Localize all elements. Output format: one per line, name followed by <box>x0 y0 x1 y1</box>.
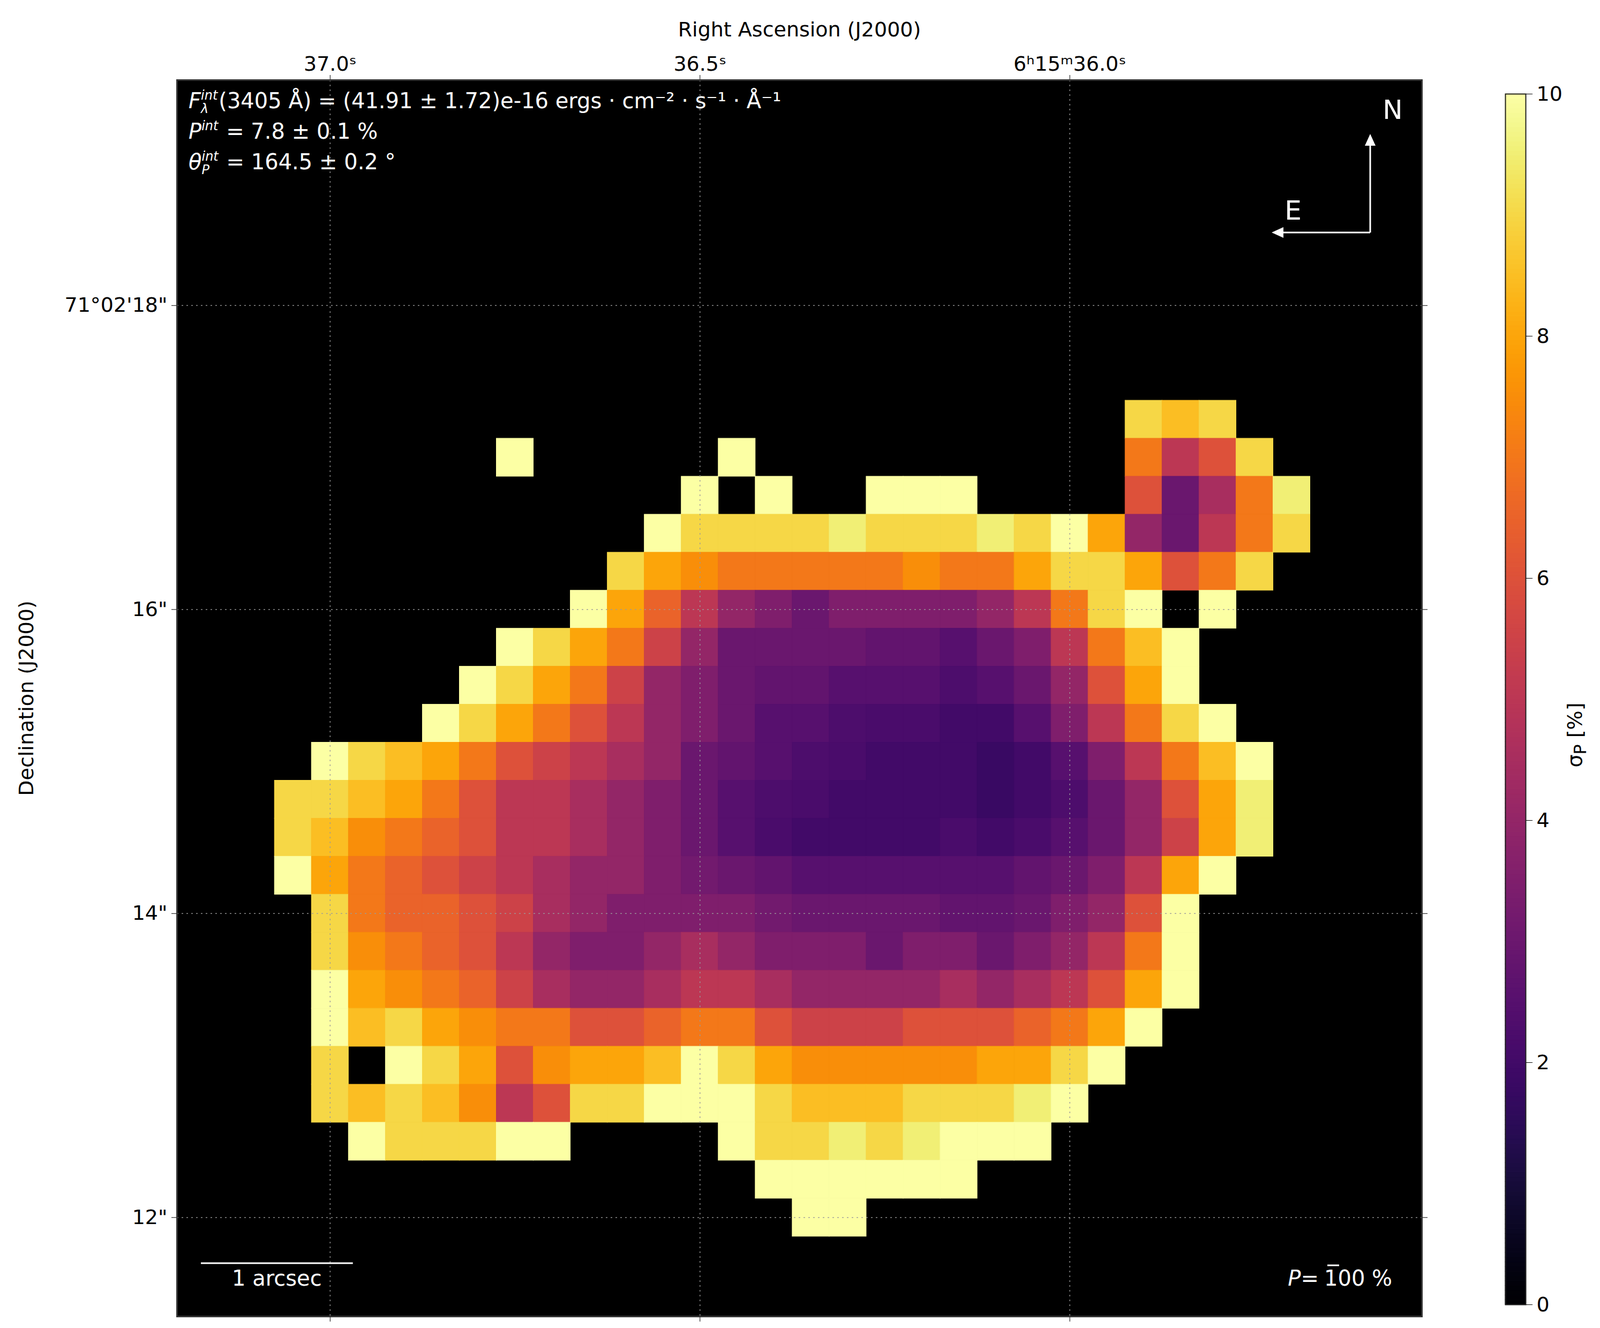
svg-text:N: N <box>1382 94 1403 126</box>
svg-text:14": 14" <box>132 900 168 925</box>
svg-text:P=: P= <box>1287 1265 1319 1291</box>
svg-text:71°02'18": 71°02'18" <box>64 293 168 317</box>
svg-text:Right Ascension (J2000): Right Ascension (J2000) <box>678 17 922 42</box>
svg-text:36.5ˢ: 36.5ˢ <box>673 51 727 76</box>
svg-text:6ʰ15ᵐ36.0ˢ: 6ʰ15ᵐ36.0ˢ <box>1013 51 1126 76</box>
svg-text:2: 2 <box>1536 1050 1550 1074</box>
svg-text:E: E <box>1284 194 1302 227</box>
svg-text:16": 16" <box>132 597 168 621</box>
html-text:P: P <box>1570 744 1590 755</box>
html-text:= 164.5 ± 0.2 °: = 164.5 ± 0.2 ° <box>219 149 396 175</box>
svg-text:8: 8 <box>1536 324 1550 348</box>
html-text:Pint= 7.8 ± 0.1 %: Pint= 7.8 ± 0.1 % <box>188 118 378 144</box>
svg-text:0: 0 <box>1536 1292 1550 1317</box>
html-text:σ: σ <box>1562 754 1587 768</box>
svg-text:6: 6 <box>1536 566 1550 590</box>
svg-text:37.0ˢ: 37.0ˢ <box>303 51 357 76</box>
svg-text:10: 10 <box>1536 81 1563 106</box>
html-text:θint: θint <box>188 148 219 175</box>
svg-text:4: 4 <box>1536 808 1550 832</box>
html-text:(3405 Å) = (41.91 ± 1.72)e-16: (3405 Å) = (41.91 ± 1.72)e-16 ergs · cm⁻… <box>218 88 782 114</box>
svg-text:Declination (J2000): Declination (J2000) <box>14 600 39 796</box>
svg-text:1 arcsec: 1 arcsec <box>231 1265 322 1291</box>
svg-text:100 %: 100 % <box>1324 1265 1393 1291</box>
html-text:Fint: Fint <box>188 87 218 114</box>
svg-text:12": 12" <box>132 1205 168 1229</box>
html-text:λ: λ <box>200 101 209 117</box>
html-text:P: P <box>201 162 210 178</box>
